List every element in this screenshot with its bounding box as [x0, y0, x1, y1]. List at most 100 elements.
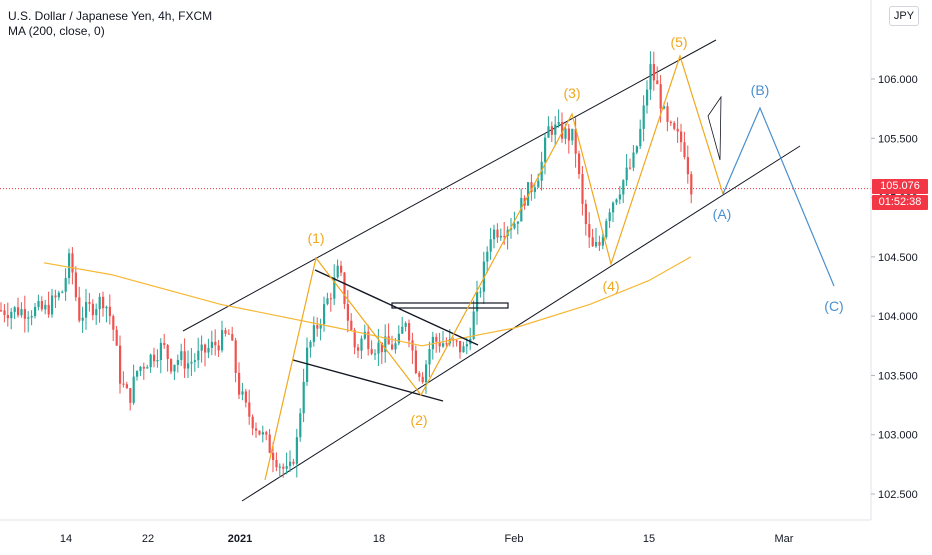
candle-body — [34, 306, 37, 317]
candle-body — [316, 325, 319, 329]
candle-body — [71, 253, 74, 273]
candle-body — [683, 142, 686, 158]
wave-label-C: (C) — [824, 298, 843, 314]
candle-body — [251, 416, 254, 429]
time-tick-label: Mar — [775, 533, 794, 545]
candle-body — [204, 344, 207, 353]
candle-body — [190, 361, 193, 364]
candle-body — [482, 261, 485, 292]
candle-body — [309, 341, 312, 348]
candle-body — [329, 298, 332, 300]
time-tick-label: 2021 — [228, 533, 252, 545]
candle-body — [663, 106, 666, 109]
candle-body — [217, 345, 220, 351]
candle-body — [394, 343, 397, 350]
candle-body — [476, 292, 479, 312]
candle-body — [425, 364, 428, 383]
price-tick-label: 105.500 — [878, 133, 918, 145]
candle-body — [503, 235, 506, 237]
candle-body — [618, 194, 621, 200]
candle-body — [23, 309, 26, 319]
candle-body — [353, 330, 356, 348]
candle-body — [64, 278, 67, 292]
wedge-drawing — [707, 95, 722, 161]
candle-body — [139, 366, 142, 372]
wave-label-A: (A) — [713, 206, 732, 222]
candle-body — [51, 295, 54, 315]
triangle-lower-line — [292, 359, 444, 402]
candle-body — [142, 366, 145, 369]
candle-body — [537, 180, 540, 188]
candle-body — [17, 307, 20, 316]
candle-body — [241, 391, 244, 395]
candle-body — [265, 432, 268, 435]
candle-body — [306, 347, 309, 382]
axes: 102.500103.000103.500104.000104.500105.0… — [0, 0, 918, 545]
candle-body — [248, 402, 251, 417]
candle-body — [258, 430, 261, 435]
candle-body — [673, 122, 676, 129]
candle-body — [231, 334, 234, 341]
candle-body — [442, 343, 445, 347]
candle-body — [343, 272, 346, 305]
candle-body — [30, 316, 33, 318]
candle-body — [666, 106, 669, 122]
candle-body — [0, 310, 3, 312]
indicator-legend[interactable]: MA (200, close, 0) — [8, 24, 105, 38]
candle-body — [88, 302, 91, 304]
time-tick-label: Feb — [505, 533, 524, 545]
candle-body — [193, 360, 196, 362]
candle-body — [465, 344, 468, 347]
candle-body — [397, 333, 400, 344]
candle-body — [183, 351, 186, 369]
bar-countdown-label: 01:52:38 — [872, 195, 928, 210]
candle-body — [85, 302, 88, 318]
candle-body — [564, 128, 567, 139]
candle-body — [669, 121, 672, 123]
wave-label-5: (5) — [670, 34, 687, 50]
wave-label-B: (B) — [751, 82, 770, 98]
candle-body — [255, 428, 258, 431]
candle-body — [44, 304, 47, 310]
wave-label-3: (3) — [563, 85, 580, 101]
candle-body — [591, 237, 594, 247]
candle-body — [40, 301, 43, 310]
candle-body — [622, 180, 625, 195]
candle-body — [357, 347, 360, 351]
candle-body — [431, 336, 434, 350]
candle-body — [374, 353, 377, 355]
candle-body — [115, 329, 118, 346]
candle-body — [435, 336, 438, 342]
candle-body — [584, 203, 587, 225]
ma-200-line — [43, 256, 692, 347]
candle-body — [652, 64, 655, 81]
candle-body — [571, 128, 574, 141]
candle-body — [156, 360, 159, 362]
candle-body — [68, 253, 71, 279]
candle-body — [221, 330, 224, 351]
candle-body — [581, 174, 584, 204]
candle-body — [554, 124, 557, 135]
candle-body — [493, 229, 496, 240]
candle-body — [680, 131, 683, 143]
candle-body — [227, 333, 230, 335]
candle-body — [567, 128, 570, 141]
candle-body — [166, 345, 169, 360]
candle-body — [646, 89, 649, 106]
candle-body — [414, 350, 417, 374]
candle-body — [445, 343, 448, 345]
candle-body — [163, 342, 166, 346]
trend-channel — [182, 39, 801, 502]
candle-body — [81, 317, 84, 321]
elliott-wave-drawings — [264, 54, 835, 481]
currency-badge[interactable]: JPY — [889, 6, 919, 26]
candle-body — [207, 347, 210, 353]
candle-body — [336, 265, 339, 278]
candle-body — [112, 316, 115, 330]
candle-body — [635, 146, 638, 153]
candle-body — [129, 388, 132, 403]
candle-body — [455, 340, 458, 342]
candle-body — [47, 304, 50, 315]
